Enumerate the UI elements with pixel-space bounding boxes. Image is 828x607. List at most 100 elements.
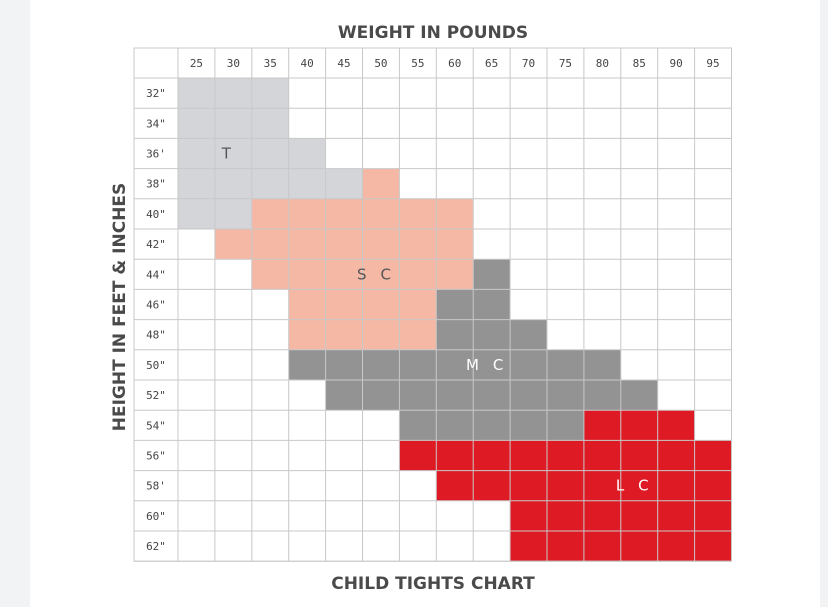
x-tick-label: 40 [301, 57, 314, 70]
cell-s-c-r7-c6 [399, 289, 437, 320]
x-tick-label: 55 [411, 57, 424, 70]
x-tick-label: 80 [596, 57, 609, 70]
cell-empty-r2-c8 [473, 138, 511, 169]
cell-s-c-r8-c4 [325, 319, 363, 350]
x-tick-label: 30 [227, 57, 240, 70]
cell-s-c-r7-c3 [288, 289, 326, 320]
cell-empty-r1-c9 [510, 108, 547, 139]
cell-m-c-r11-c10 [547, 410, 584, 441]
cell-empty-r3-c7 [436, 168, 474, 199]
cell-s-c-r5-c1 [214, 229, 252, 260]
cell-m-c-r11-c7 [436, 410, 474, 441]
cell-l-c-r11-c13 [657, 410, 695, 441]
cell-empty-r1-c6 [399, 108, 437, 139]
cell-empty-r12-c1 [214, 440, 252, 471]
cell-empty-r1-c5 [362, 108, 400, 139]
y-tick-label: 58' [146, 480, 166, 493]
cell-empty-r2-c7 [436, 138, 474, 169]
cell-empty-r4-c13 [657, 198, 695, 229]
cell-empty-r4-c11 [583, 198, 621, 229]
cell-m-c-r8-c7 [436, 319, 474, 350]
cell-s-c-r5-c3 [288, 229, 326, 260]
cell-empty-r7-c2 [251, 289, 289, 320]
cell-l-c-r13-c7 [436, 470, 474, 501]
y-tick-label: 36' [146, 148, 166, 161]
cell-empty-r15-c6 [399, 531, 437, 562]
grid-lines [133, 47, 732, 562]
cell-s-c-r4-c7 [436, 198, 474, 229]
cell-empty-r7-c9 [510, 289, 547, 320]
cell-empty-r9-c2 [251, 349, 289, 380]
cell-empty-r7-c0 [178, 289, 215, 320]
cell-t-r1-c2 [251, 108, 289, 139]
x-tick-label: 45 [337, 57, 350, 70]
cell-empty-r5-c8 [473, 229, 511, 260]
cell-l-c-r13-c9 [510, 470, 547, 501]
y-tick-label: 40" [146, 208, 166, 221]
y-tick-label: 46" [146, 299, 166, 312]
cell-empty-r9-c14 [694, 349, 732, 380]
cell-l-c-r15-c9 [510, 531, 547, 562]
cell-l-c-r14-c13 [657, 500, 695, 531]
cell-empty-r5-c0 [178, 229, 215, 260]
cell-empty-r2-c11 [583, 138, 621, 169]
cell-l-c-r13-c10 [547, 470, 584, 501]
cell-t-r1-c1 [214, 108, 252, 139]
cell-empty-r4-c14 [694, 198, 732, 229]
cell-empty-r14-c4 [325, 500, 363, 531]
cell-s-c-r5-c6 [399, 229, 437, 260]
y-tick-label: 34" [146, 117, 166, 130]
cell-empty-r13-c2 [251, 470, 289, 501]
cell-empty-r1-c7 [436, 108, 474, 139]
cell-empty-r3-c13 [657, 168, 695, 199]
cell-empty-r7-c1 [214, 289, 252, 320]
cell-empty-r14-c5 [362, 500, 400, 531]
grid-cells [178, 78, 732, 562]
cell-empty-r0-c3 [288, 78, 326, 109]
cell-m-c-r9-c6 [399, 349, 437, 380]
cell-empty-r8-c10 [547, 319, 584, 350]
cell-m-c-r9-c9 [510, 349, 547, 380]
cell-empty-r1-c4 [325, 108, 363, 139]
cell-empty-r0-c11 [583, 78, 621, 109]
cell-empty-r6-c11 [583, 259, 621, 290]
x-tick-label: 85 [633, 57, 646, 70]
cell-m-c-r11-c6 [399, 410, 437, 441]
cell-empty-r15-c5 [362, 531, 400, 562]
cell-empty-r14-c6 [399, 500, 437, 531]
cell-t-r0-c0 [178, 78, 215, 109]
cell-empty-r12-c2 [251, 440, 289, 471]
cell-empty-r2-c5 [362, 138, 400, 169]
cell-empty-r9-c0 [178, 349, 215, 380]
cell-empty-r12-c4 [325, 440, 363, 471]
cell-empty-r11-c5 [362, 410, 400, 441]
x-tick-label: 70 [522, 57, 535, 70]
cell-empty-r11-c14 [694, 410, 732, 441]
y-tick-label: 32" [146, 87, 166, 100]
cell-empty-r1-c12 [620, 108, 658, 139]
cell-empty-r10-c2 [251, 380, 289, 411]
y-axis-label: HEIGHT IN FEET & INCHES [110, 183, 130, 432]
cell-empty-r9-c1 [214, 349, 252, 380]
cell-empty-r5-c10 [547, 229, 584, 260]
cell-empty-r1-c14 [694, 108, 732, 139]
cell-empty-r3-c8 [473, 168, 511, 199]
cell-l-c-r12-c8 [473, 440, 511, 471]
cell-l-c-r12-c9 [510, 440, 547, 471]
cell-empty-r6-c9 [510, 259, 547, 290]
cell-s-c-r5-c5 [362, 229, 400, 260]
cell-empty-r1-c10 [547, 108, 584, 139]
x-tick-label: 50 [374, 57, 387, 70]
y-tick-label: 60" [146, 510, 166, 523]
chart-card: WEIGHT IN POUNDS HEIGHT IN FEET & INCHES… [30, 0, 820, 607]
cell-empty-r8-c12 [620, 319, 658, 350]
cell-m-c-r9-c5 [362, 349, 400, 380]
cell-l-c-r12-c10 [547, 440, 584, 471]
cell-empty-r11-c1 [214, 410, 252, 441]
cell-l-c-r11-c12 [620, 410, 658, 441]
cell-l-c-r13-c13 [657, 470, 695, 501]
cell-empty-r11-c4 [325, 410, 363, 441]
y-tick-label: 48" [146, 329, 166, 342]
cell-empty-r0-c12 [620, 78, 658, 109]
cell-s-c-r5-c4 [325, 229, 363, 260]
